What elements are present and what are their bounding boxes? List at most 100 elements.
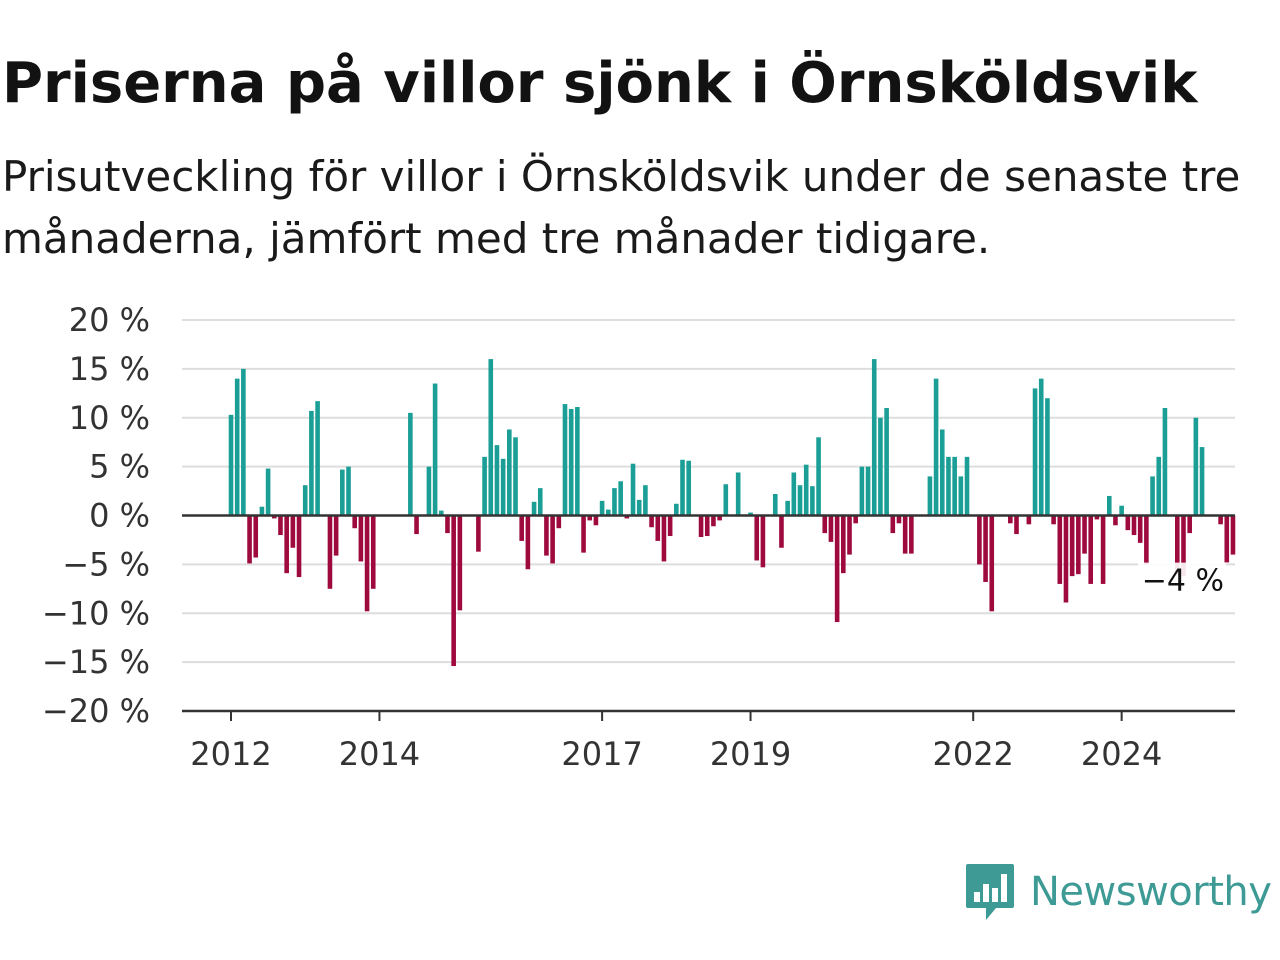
- bar: [841, 515, 846, 574]
- bar: [333, 515, 339, 556]
- bar: [241, 368, 246, 516]
- bar: [760, 515, 766, 568]
- bar: [1224, 515, 1230, 563]
- bar: [537, 488, 543, 516]
- bar: [754, 515, 760, 561]
- bar: [785, 500, 790, 516]
- bar: [426, 466, 432, 516]
- bar: [296, 515, 302, 578]
- tick-labels: 20 % 15 % 10 % 5 % 0 % −5 % −10 % −15 % −20 % 201…: [42, 301, 1226, 773]
- x-tick-label: 2019: [710, 735, 791, 773]
- bar: [772, 494, 778, 516]
- bar: [735, 472, 741, 516]
- bar: [902, 515, 908, 554]
- bar: [890, 515, 896, 534]
- bar: [265, 468, 271, 516]
- grid-lines: [182, 319, 1235, 664]
- bar: [828, 515, 834, 542]
- bar: [871, 359, 877, 516]
- brand-name: Newsworthy: [1030, 869, 1272, 915]
- bar: [1076, 515, 1081, 575]
- bar: [748, 512, 753, 516]
- x-tick-label: 2024: [1081, 735, 1162, 773]
- bar: [977, 515, 982, 565]
- bar: [810, 486, 815, 516]
- bar: [315, 401, 320, 516]
- bar: [816, 437, 821, 516]
- bar: [1175, 515, 1180, 575]
- bar: [556, 515, 562, 529]
- axes: [182, 514, 1235, 721]
- bar: [1162, 407, 1168, 516]
- y-tick-label: 10 %: [69, 399, 150, 437]
- bar: [1150, 476, 1155, 516]
- bar: [791, 472, 797, 516]
- bar-series: [228, 359, 1236, 667]
- bar: [445, 515, 450, 534]
- bar: [476, 515, 481, 552]
- bar: [599, 500, 605, 516]
- bar: [525, 515, 531, 570]
- bar: [544, 515, 549, 556]
- bar: [989, 515, 995, 612]
- chart-title: Priserna på villor sjönk i Örnsköldsvik: [2, 51, 1198, 116]
- bar: [1199, 447, 1205, 516]
- bar: [674, 503, 679, 516]
- y-tick-label: −20 %: [42, 692, 150, 730]
- bar: [624, 515, 630, 519]
- bar: [649, 515, 654, 528]
- bar: [507, 429, 512, 516]
- bar: [698, 515, 704, 537]
- y-tick-label: 0 %: [89, 497, 150, 535]
- bar: [290, 515, 296, 548]
- y-tick-label: 15 %: [69, 350, 150, 388]
- bar: [1218, 515, 1223, 525]
- bar: [432, 383, 438, 516]
- bar: [1137, 515, 1143, 543]
- bar: [927, 476, 933, 516]
- bar: [1119, 505, 1124, 516]
- y-tick-label: −10 %: [42, 594, 150, 632]
- bar: [612, 488, 617, 516]
- bar: [630, 463, 636, 516]
- bar: [1100, 515, 1106, 584]
- bar: [500, 458, 506, 516]
- bar: [1069, 515, 1075, 577]
- bar: [1113, 515, 1118, 526]
- bar: [847, 515, 852, 555]
- y-tick-label: 20 %: [69, 301, 150, 339]
- bar: [1038, 378, 1044, 516]
- bar: [327, 515, 333, 589]
- bar: [284, 515, 289, 574]
- bar: [358, 515, 364, 562]
- bar: [655, 515, 661, 541]
- bar: [1014, 515, 1019, 535]
- bar: [1094, 515, 1100, 520]
- bar: [494, 445, 500, 516]
- bar: [878, 417, 883, 516]
- bar: [797, 485, 803, 516]
- bar: [939, 429, 945, 516]
- y-tick-label: 5 %: [89, 448, 150, 486]
- bar: [1125, 515, 1131, 531]
- chart-subtitle: Prisutveckling för villor i Örnsköldsvik…: [2, 152, 1241, 263]
- bar: [1187, 515, 1192, 534]
- bar: [531, 501, 537, 516]
- bar: [958, 476, 964, 516]
- bar: [352, 515, 357, 529]
- bar: [1193, 417, 1199, 516]
- bar: [272, 515, 277, 519]
- bar: [983, 515, 988, 582]
- bar: [587, 515, 593, 521]
- bar: [884, 407, 889, 516]
- bar: [1057, 515, 1063, 584]
- bar: [513, 437, 518, 516]
- newsworthy-logo: Newsworthy: [964, 862, 1272, 922]
- bar: [1082, 515, 1087, 554]
- bar: [488, 359, 494, 516]
- bar: [933, 378, 939, 516]
- bar: [704, 515, 710, 537]
- bar: [1026, 515, 1032, 525]
- bar: [309, 410, 314, 516]
- bar: [1181, 515, 1186, 577]
